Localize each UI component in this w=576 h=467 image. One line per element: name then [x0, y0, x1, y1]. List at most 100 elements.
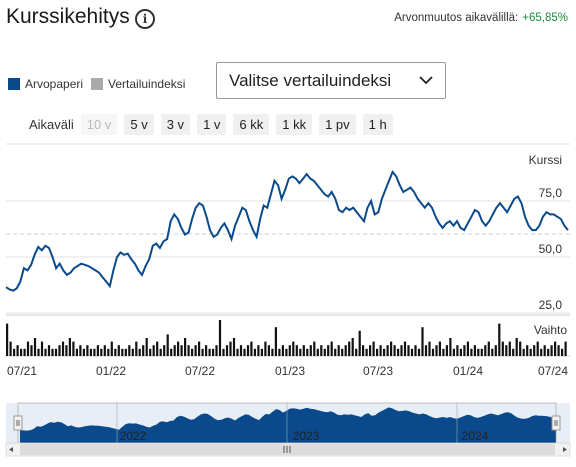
volume-bar [529, 348, 532, 356]
volume-bar [191, 348, 194, 356]
volume-bar [313, 341, 316, 356]
volume-bar [212, 348, 215, 356]
volume-bar [13, 348, 16, 356]
volume-bar [68, 338, 71, 356]
volume-bar [194, 345, 197, 356]
volume-bar [86, 345, 89, 356]
arrow-left-icon[interactable] [9, 447, 13, 452]
volume-bar [515, 338, 518, 356]
volume-bar [417, 348, 421, 356]
volume-bar [316, 348, 319, 356]
volume-bar [323, 348, 326, 356]
arrow-right-icon[interactable] [563, 447, 567, 452]
volume-bar [302, 345, 305, 356]
legend-swatch-benchmark [91, 78, 104, 90]
price-chart[interactable]: Kurssi Vaihto 75,0 50,0 25,0 07/21 01/22 07/… [0, 140, 576, 467]
volume-bar [121, 348, 124, 356]
volume-bar [138, 348, 141, 356]
navigator-year-label: 2022 [120, 429, 147, 443]
range-button-1m[interactable]: 1 kk [276, 114, 313, 135]
navigator[interactable]: 2022 2023 2024 [5, 402, 571, 457]
left-handle-icon[interactable] [13, 415, 23, 431]
volume-bar [198, 341, 201, 356]
volume-bar [103, 345, 106, 356]
right-handle-icon[interactable] [551, 415, 561, 431]
volume-bar [218, 320, 222, 356]
volume-bar [292, 341, 295, 356]
volume-bar [236, 348, 239, 356]
volume-bar [421, 327, 424, 356]
volume-bar [100, 348, 103, 356]
volume-bar [93, 348, 96, 356]
volume-bar [362, 345, 365, 356]
volume-bar [222, 348, 225, 356]
navigator-area [20, 407, 556, 443]
volume-bar [128, 345, 131, 356]
range-button-6m[interactable]: 6 kk [233, 114, 270, 135]
legend-item-benchmark[interactable]: Vertailuindeksi [91, 77, 185, 91]
volume-bar [145, 338, 148, 356]
volume-bar [96, 345, 99, 356]
range-button-3y[interactable]: 3 v [160, 114, 191, 135]
chart-legend: Arvopaperi Vertailuindeksi [8, 77, 193, 91]
range-button-10y[interactable]: 10 v [80, 114, 118, 135]
volume-bar [54, 348, 58, 356]
volume-bar [435, 345, 438, 356]
volume-bar [44, 348, 47, 356]
range-button-1h[interactable]: 1 h [362, 114, 393, 135]
volume-bar [459, 348, 462, 356]
volume-bar [239, 345, 243, 356]
volume-bar [410, 348, 414, 356]
time-range-label: Aikaväli [29, 117, 74, 132]
volume-bar [543, 345, 546, 356]
y-tick-label: 25,0 [539, 298, 563, 312]
volume-bar [547, 348, 550, 356]
volume-bar [229, 341, 232, 356]
legend-swatch-security [8, 78, 20, 90]
volume-bar [519, 341, 522, 356]
volume-bar [337, 345, 340, 356]
time-range-bar: Aikaväli 10 v 5 v 3 v 1 v 6 kk 1 kk 1 pv… [29, 114, 400, 135]
volume-bar [508, 341, 511, 356]
grip-icon[interactable] [283, 446, 291, 453]
grid [6, 200, 570, 357]
volume-axis-label: Vaihto [534, 323, 567, 337]
volume-bar [498, 323, 501, 356]
navigator-year-label: 2024 [462, 429, 489, 443]
volume-bar [285, 348, 288, 356]
volume-bar [225, 345, 229, 356]
benchmark-select[interactable]: Valitse vertailuindeksi [216, 62, 446, 99]
volume-bar [400, 345, 403, 356]
volume-bar [65, 345, 68, 356]
volume-bar [452, 348, 455, 356]
volume-bar [536, 341, 539, 356]
range-button-1y[interactable]: 1 v [197, 114, 227, 135]
volume-bar [177, 341, 180, 356]
legend-item-security[interactable]: Arvopaperi [8, 77, 83, 91]
price-chart-svg[interactable]: Kurssi Vaihto 75,050,025,0 07/21 01/22 07/… [0, 140, 576, 467]
volume-bar [466, 341, 469, 356]
x-tick-label: 01/24 [453, 364, 483, 378]
x-tick-label: 07/21 [7, 364, 37, 378]
volume-bar [372, 341, 375, 356]
volume-bar [243, 348, 246, 356]
volume-bar [501, 341, 504, 356]
info-icon[interactable]: i [135, 9, 155, 29]
volume-bar [187, 345, 190, 356]
volume-bar [445, 345, 448, 356]
volume-bar [107, 348, 110, 356]
volume-bar [487, 341, 490, 356]
volume-bar [152, 345, 155, 356]
volume-bar [159, 348, 162, 356]
range-button-1d[interactable]: 1 pv [319, 114, 356, 135]
volume-bar [456, 345, 459, 356]
volume-bar [309, 345, 312, 356]
volume-bars [6, 320, 567, 356]
volume-bar [505, 345, 508, 356]
y-tick-label: 50,0 [539, 242, 563, 256]
legend-label-benchmark: Vertailuindeksi [108, 77, 186, 91]
volume-bar [330, 341, 333, 356]
volume-bar [149, 348, 152, 356]
range-button-5y[interactable]: 5 v [124, 114, 154, 135]
volume-bar [431, 348, 435, 356]
